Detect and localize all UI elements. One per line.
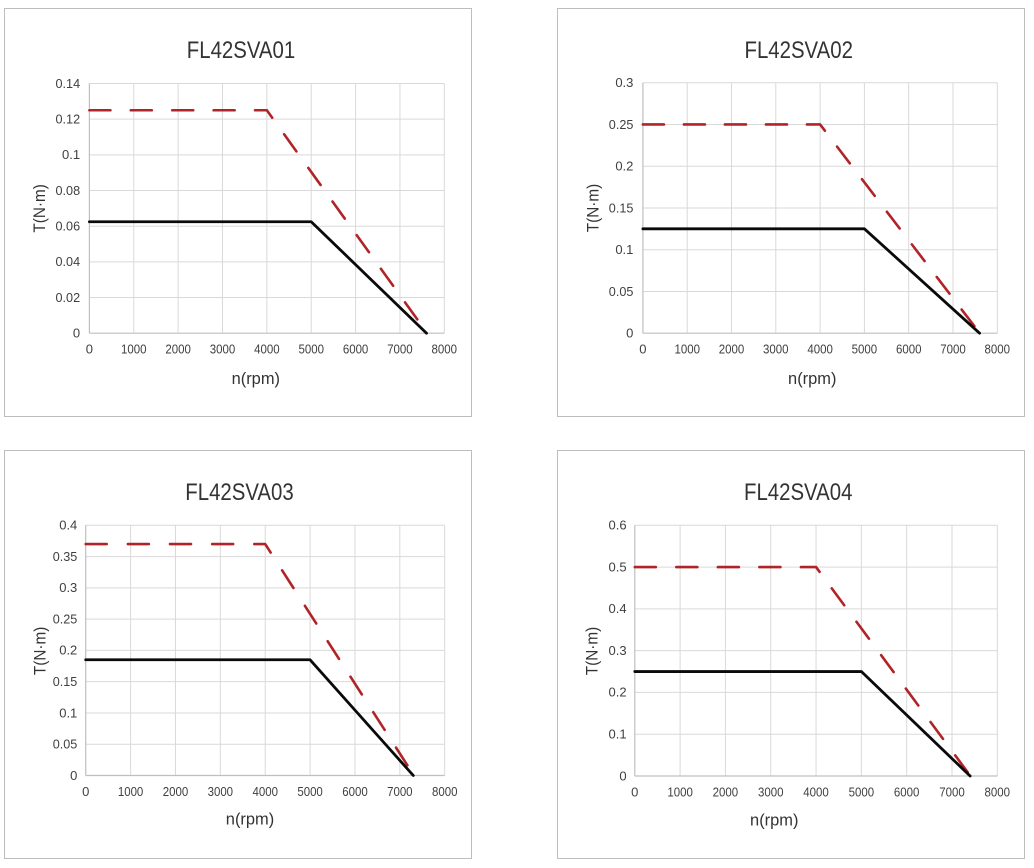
- svg-text:FL42SVA02: FL42SVA02: [745, 37, 853, 64]
- svg-text:0: 0: [82, 784, 89, 799]
- svg-text:1000: 1000: [667, 784, 693, 799]
- svg-text:0.14: 0.14: [56, 76, 81, 91]
- svg-text:7000: 7000: [939, 784, 965, 799]
- svg-text:FL42SVA03: FL42SVA03: [185, 479, 293, 506]
- svg-text:0.6: 0.6: [609, 518, 627, 533]
- svg-text:0.5: 0.5: [609, 559, 627, 574]
- svg-text:2000: 2000: [165, 342, 191, 357]
- svg-text:T(N·m): T(N·m): [30, 627, 49, 675]
- svg-text:0.3: 0.3: [59, 580, 77, 595]
- svg-text:0.05: 0.05: [53, 737, 78, 752]
- svg-text:6000: 6000: [342, 784, 368, 799]
- svg-text:T(N·m): T(N·m): [582, 627, 601, 675]
- svg-text:n(rpm): n(rpm): [226, 810, 274, 829]
- svg-text:3000: 3000: [758, 784, 784, 799]
- svg-text:0.35: 0.35: [53, 549, 78, 564]
- svg-text:5000: 5000: [852, 342, 878, 357]
- svg-text:0.2: 0.2: [615, 159, 633, 174]
- svg-text:3000: 3000: [210, 342, 236, 357]
- svg-text:7000: 7000: [940, 342, 966, 357]
- svg-text:0.1: 0.1: [62, 147, 80, 162]
- svg-text:0: 0: [86, 342, 93, 357]
- svg-text:8000: 8000: [985, 784, 1011, 799]
- svg-text:0: 0: [626, 326, 633, 341]
- svg-text:n(rpm): n(rpm): [750, 810, 798, 829]
- svg-text:0: 0: [73, 326, 80, 341]
- svg-text:1000: 1000: [121, 342, 147, 357]
- svg-text:n(rpm): n(rpm): [232, 369, 280, 388]
- svg-text:0.05: 0.05: [609, 284, 634, 299]
- svg-text:T(N·m): T(N·m): [30, 184, 49, 232]
- svg-text:3000: 3000: [763, 342, 789, 357]
- svg-text:0: 0: [619, 768, 626, 783]
- svg-text:0.1: 0.1: [59, 705, 77, 720]
- svg-text:0.25: 0.25: [53, 611, 78, 626]
- svg-text:0.3: 0.3: [615, 75, 633, 90]
- svg-text:2000: 2000: [719, 342, 745, 357]
- svg-text:5000: 5000: [298, 342, 324, 357]
- svg-text:0.06: 0.06: [56, 218, 81, 233]
- svg-text:FL42SVA04: FL42SVA04: [744, 479, 852, 506]
- svg-text:8000: 8000: [432, 784, 458, 799]
- svg-text:2000: 2000: [713, 784, 739, 799]
- svg-text:0.08: 0.08: [56, 183, 81, 198]
- svg-text:3000: 3000: [208, 784, 234, 799]
- svg-text:8000: 8000: [432, 342, 458, 357]
- svg-text:T(N·m): T(N·m): [584, 184, 603, 232]
- svg-text:4000: 4000: [807, 342, 833, 357]
- svg-text:1000: 1000: [118, 784, 144, 799]
- svg-text:5000: 5000: [849, 784, 875, 799]
- svg-text:0.1: 0.1: [609, 727, 627, 742]
- svg-text:7000: 7000: [387, 342, 413, 357]
- svg-text:0.4: 0.4: [609, 601, 627, 616]
- svg-text:0.04: 0.04: [56, 254, 81, 269]
- svg-text:4000: 4000: [254, 342, 280, 357]
- svg-text:4000: 4000: [803, 784, 829, 799]
- svg-text:7000: 7000: [387, 784, 413, 799]
- svg-text:0: 0: [631, 784, 638, 799]
- svg-text:6000: 6000: [343, 342, 369, 357]
- svg-text:0.02: 0.02: [56, 290, 81, 305]
- svg-text:5000: 5000: [297, 784, 323, 799]
- svg-text:2000: 2000: [163, 784, 189, 799]
- svg-text:0.15: 0.15: [609, 200, 634, 215]
- svg-text:1000: 1000: [674, 342, 700, 357]
- svg-text:0.1: 0.1: [615, 242, 633, 257]
- svg-text:0.12: 0.12: [56, 111, 81, 126]
- svg-text:6000: 6000: [894, 784, 920, 799]
- svg-text:0.2: 0.2: [59, 643, 77, 658]
- svg-text:0: 0: [70, 768, 77, 783]
- svg-text:0.2: 0.2: [609, 685, 627, 700]
- svg-text:6000: 6000: [896, 342, 922, 357]
- svg-text:0.25: 0.25: [609, 117, 634, 132]
- svg-text:4000: 4000: [252, 784, 278, 799]
- svg-text:0.15: 0.15: [53, 674, 78, 689]
- svg-text:FL42SVA01: FL42SVA01: [187, 37, 295, 64]
- svg-text:8000: 8000: [985, 342, 1011, 357]
- svg-text:0: 0: [639, 342, 646, 357]
- svg-text:n(rpm): n(rpm): [788, 369, 836, 388]
- svg-text:0.4: 0.4: [59, 518, 77, 533]
- svg-text:0.3: 0.3: [609, 643, 627, 658]
